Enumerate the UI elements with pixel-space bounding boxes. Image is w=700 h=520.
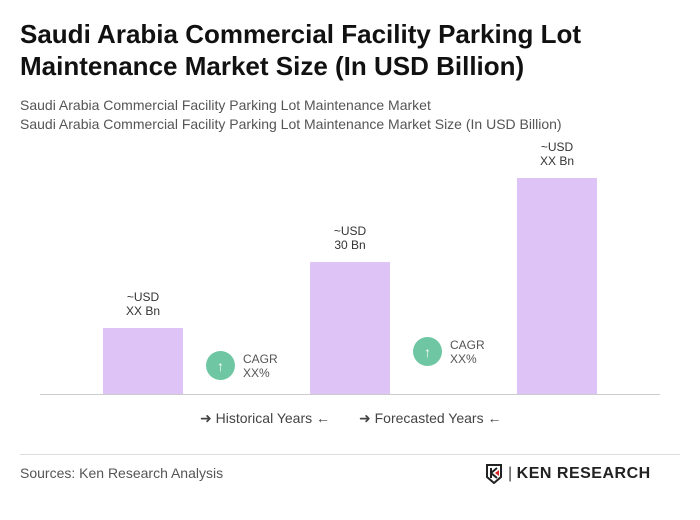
x-axis (40, 394, 660, 395)
bar (103, 328, 183, 394)
data-label: ~USD XX Bn (125, 290, 161, 318)
subtitle: Saudi Arabia Commercial Facility Parking… (20, 97, 431, 113)
data-label: ~USD 30 Bn (333, 224, 367, 252)
arrow-up-icon: ↑ (206, 351, 235, 380)
cagr-badge-2: ↑ CAGR XX% (413, 337, 485, 366)
legend-label: Historical Years (215, 410, 313, 426)
cagr-label: CAGR (243, 351, 278, 366)
arrow-up-icon: ↑ (413, 337, 442, 366)
logo-text: KEN RESEARCH (516, 465, 651, 482)
bar (310, 262, 390, 394)
bar (517, 178, 597, 394)
sources: Sources: Ken Research Analysis (20, 465, 224, 481)
data-label: ~USD XX Bn (539, 140, 575, 169)
legend-forecasted: ➜ Forecasted Years ← (359, 410, 502, 426)
subtitle-2: Saudi Arabia Commercial Facility Parking… (20, 116, 562, 132)
cagr-value: XX% (243, 365, 270, 380)
ken-research-logo: | KEN RESEARCH (486, 464, 651, 484)
cagr-label: CAGR (450, 337, 485, 352)
cagr-badge-1: ↑ CAGR XX% (206, 351, 278, 380)
page-title: Saudi Arabia Commercial Facility Parking… (20, 19, 582, 81)
legend-label: Forecasted Years (374, 410, 484, 426)
legend-historical: ➜ Historical Years ← (200, 410, 331, 426)
logo-icon (486, 464, 502, 484)
divider (20, 454, 680, 455)
cagr-value: XX% (450, 351, 477, 366)
